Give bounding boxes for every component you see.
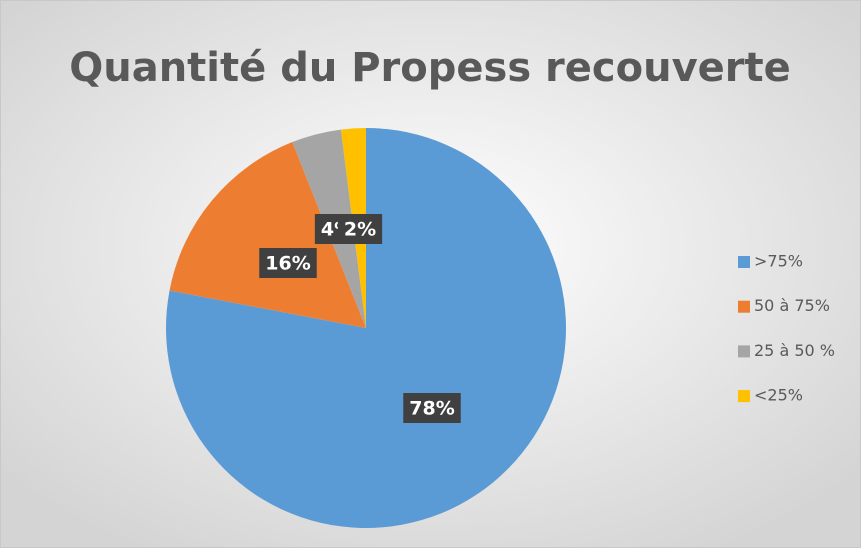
data-label-text: 2%	[344, 219, 376, 241]
legend-label: >75%	[754, 252, 803, 271]
legend-swatch	[738, 390, 750, 403]
data-label-box	[337, 214, 383, 244]
data-label-box	[259, 248, 317, 278]
data-label-box	[403, 393, 461, 423]
legend-label: 25 à 50 %	[754, 341, 835, 360]
chart-title: Quantité du Propess recouverte	[69, 45, 791, 91]
legend-swatch	[738, 345, 750, 358]
data-label: 78%	[403, 393, 461, 423]
data-label: 2%	[337, 214, 383, 244]
legend-label: 50 à 75%	[754, 296, 830, 315]
data-label: 16%	[259, 248, 317, 278]
pie-slice	[169, 142, 366, 328]
legend-label: <25%	[754, 386, 803, 405]
data-label-text: 16%	[265, 253, 310, 275]
legend-swatch	[738, 256, 750, 268]
legend-swatch	[738, 300, 750, 313]
data-label-text: 78%	[409, 398, 454, 420]
